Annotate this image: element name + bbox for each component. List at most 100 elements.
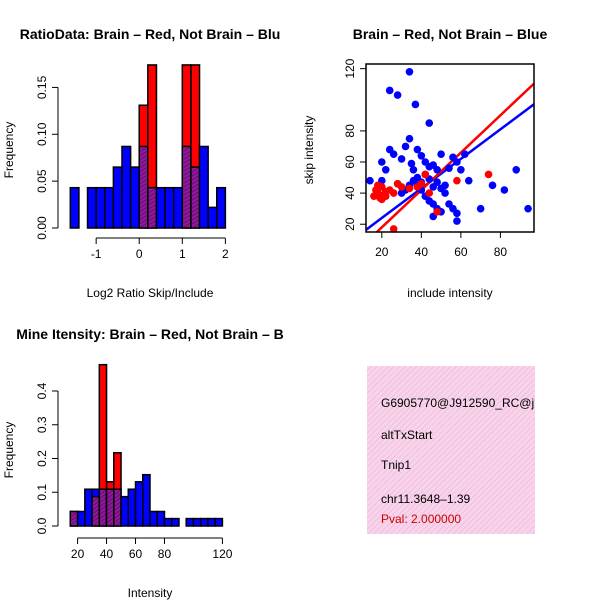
- p1-hatch: [148, 188, 156, 193]
- ratio-histogram-title: RatioData: Brain – Red, Not Brain – Blu: [20, 26, 281, 42]
- p1-hatch: [191, 207, 199, 213]
- p3-bar: [207, 517, 216, 527]
- p1-hatch: [140, 219, 148, 224]
- p3-bar: [134, 481, 144, 527]
- event-type: altTxStart: [381, 428, 433, 442]
- scatter-ylabel: skip intensity: [302, 116, 316, 185]
- p3-hatch: [114, 501, 121, 507]
- p1-hatch: [191, 183, 199, 189]
- p1-hatch: [183, 191, 191, 196]
- scatter-y-tick-label: 80: [343, 124, 357, 138]
- p3-hatch: [107, 497, 113, 503]
- p1-hatch: [183, 179, 191, 184]
- p3-hatch: [100, 501, 106, 507]
- p1-x-tick-label: 1: [179, 247, 186, 261]
- p3-x-tick-label: 40: [100, 547, 114, 561]
- scatter-point-blue: [385, 86, 394, 95]
- scatter-point-blue: [407, 159, 416, 168]
- p1-hatch: [191, 219, 199, 225]
- p1-hatch: [191, 179, 199, 185]
- p3-hatch: [92, 517, 99, 522]
- p3-hatch: [107, 509, 113, 515]
- p3-hatch: [71, 520, 77, 525]
- p1-y-tick-label: 0.15: [35, 75, 49, 99]
- p1-hatch: [140, 199, 148, 204]
- p3-hatch: [100, 517, 106, 523]
- p1-hatch: [140, 179, 148, 184]
- scatter-point-blue: [453, 158, 461, 166]
- scatter-point-blue: [453, 217, 461, 225]
- p1-hatch: [191, 203, 199, 209]
- p3-bar: [127, 488, 137, 527]
- p1-hatch: [191, 175, 199, 181]
- p1-hatch: [148, 196, 156, 201]
- p1-hatch: [191, 215, 199, 221]
- p1-hatch: [140, 211, 148, 216]
- p1-bar: [104, 186, 115, 229]
- scatter-point-red: [484, 170, 493, 179]
- p3-hatch: [114, 493, 121, 499]
- p3-hatch: [100, 489, 106, 495]
- p3-y-tick-label: 0.1: [35, 484, 49, 501]
- p1-hatch: [183, 147, 191, 152]
- scatter-title: Brain – Red, Not Brain – Blue: [353, 26, 548, 42]
- p1-bar: [216, 186, 227, 229]
- scatter-point-blue: [445, 164, 453, 173]
- p3-hatch: [107, 513, 113, 519]
- p1-bar: [207, 206, 218, 229]
- scatter-point-red: [417, 179, 426, 188]
- scatter-point-blue: [405, 67, 414, 76]
- p1-hatch: [140, 195, 148, 200]
- p1-hatch: [183, 187, 191, 192]
- scatter-point-blue: [366, 176, 374, 185]
- p1-hatch: [148, 220, 156, 225]
- p3-hatch: [114, 517, 121, 523]
- p3-y-tick-label: 0.4: [35, 382, 49, 399]
- p1-hatch: [191, 187, 199, 193]
- scatter-x-tick-label: 60: [454, 245, 468, 259]
- scatter-point-red: [374, 181, 382, 190]
- scatter-point-blue: [433, 178, 441, 187]
- p1-hatch: [140, 183, 148, 188]
- p1-hatch: [140, 167, 148, 172]
- p1-x-tick-label: 2: [222, 247, 229, 261]
- scatter-point-blue: [433, 165, 441, 174]
- p1-bar: [112, 166, 123, 229]
- p3-hatch: [100, 497, 106, 503]
- p1-x-tick-label: -1: [91, 247, 102, 261]
- p1-hatch: [191, 211, 199, 217]
- p3-y-tick-label: 0.3: [35, 416, 49, 433]
- scatter-y-tick-label: 20: [343, 217, 357, 231]
- scatter-point-red: [421, 170, 430, 179]
- intensity-histogram-panel: Mine Itensity: Brain – Red, Not Brain – …: [2, 326, 284, 600]
- p3-hatch: [92, 501, 99, 506]
- scatter-point-blue: [425, 119, 434, 127]
- p3-bar: [76, 510, 86, 527]
- p1-bar: [95, 186, 106, 229]
- p1-hatch: [191, 171, 199, 177]
- p1-hatch: [140, 147, 148, 152]
- p1-hatch: [140, 155, 148, 160]
- scatter-point-blue: [405, 134, 414, 143]
- p1-bar: [129, 166, 140, 229]
- scatter-point-blue: [464, 176, 473, 185]
- p3-x-tick-label: 120: [212, 547, 232, 561]
- scatter-point-blue: [457, 165, 465, 174]
- p3-bar: [214, 517, 224, 527]
- p1-hatch: [183, 211, 191, 216]
- p3-hatch: [100, 513, 106, 519]
- p1-hatch: [140, 151, 148, 156]
- scatter-point-red: [381, 192, 390, 201]
- p1-hatch: [183, 171, 191, 176]
- p1-hatch: [183, 167, 191, 172]
- p1-hatch: [191, 167, 199, 173]
- genomic-location: chr11.3648–1.39: [381, 492, 471, 506]
- scatter-point-blue: [409, 165, 418, 174]
- p1-hatch: [148, 216, 156, 221]
- p3-y-tick-label: 0.0: [35, 517, 49, 534]
- scatter-point-red: [389, 225, 398, 233]
- event-info-panel: G6905770@J912590_RC@j10 altTxStart Tnip1…: [367, 366, 535, 534]
- scatter-point-blue: [437, 184, 445, 193]
- ratio-histogram-panel: RatioData: Brain – Red, Not Brain – Blu …: [2, 26, 280, 300]
